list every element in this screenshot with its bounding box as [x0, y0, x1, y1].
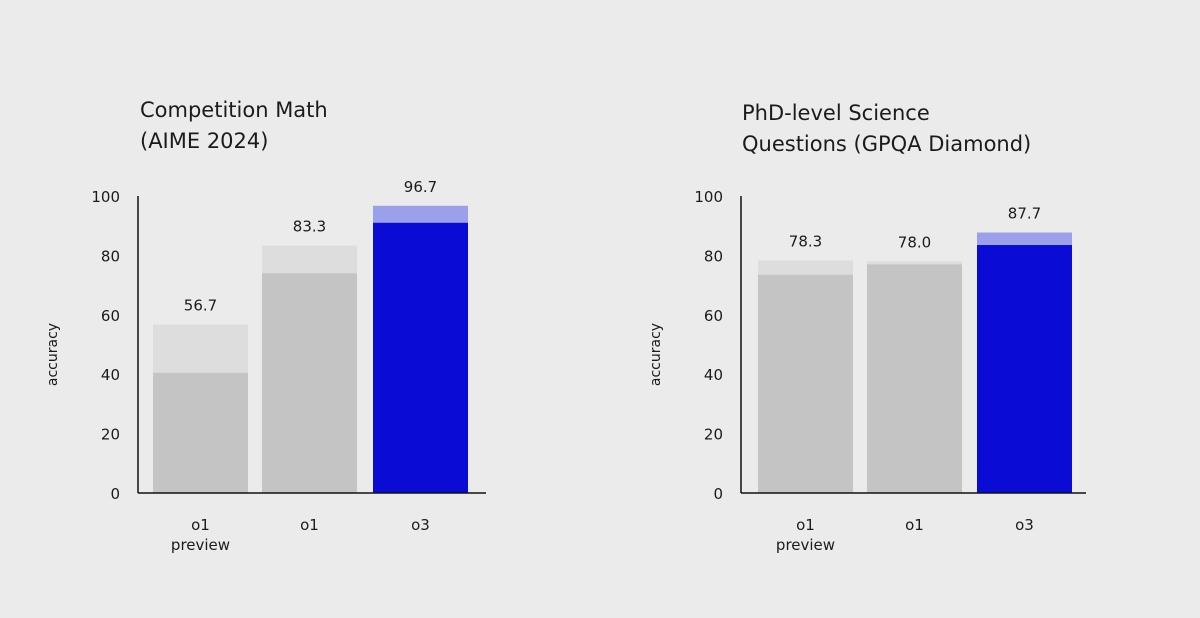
x-tick-label: o3 [1015, 516, 1034, 534]
y-tick-label: 20 [101, 426, 120, 444]
chart-title-competition-math: Competition Math (AIME 2024) [140, 95, 328, 157]
bar-segment-upper [373, 205, 468, 223]
x-tick-label: o1 [300, 516, 319, 534]
bar-value-label: 96.7 [404, 178, 437, 196]
x-tick-label: o1 [796, 516, 815, 534]
bar-chart-competition-math: 56.7 o1 preview 83.3 o1 96.7 o3 0 20 40 60 80 100 acc… [45, 178, 486, 554]
y-tick-label: 40 [704, 366, 723, 384]
chart-title-line: Competition Math [140, 98, 328, 122]
chart-title-phd-science: PhD-level Science Questions (GPQA Diamon… [742, 98, 1031, 160]
y-tick-label: 80 [704, 247, 723, 265]
y-tick-label: 60 [704, 307, 723, 325]
x-tick-label: o1 [905, 516, 924, 534]
y-tick-label: 0 [713, 485, 723, 503]
bar-segment-upper [867, 261, 962, 265]
y-tick-label: 60 [101, 307, 120, 325]
y-axis-label: accuracy [45, 323, 61, 386]
x-tick-label: preview [171, 536, 230, 554]
bar-chart-phd-science: 78.3 o1 preview 78.0 o1 87.7 o3 0 20 40 60 80 100 acc… [648, 188, 1086, 554]
chart-title-line: PhD-level Science [742, 101, 930, 125]
y-tick-label: 20 [704, 426, 723, 444]
bar [758, 274, 853, 493]
bar [373, 222, 468, 494]
y-tick-label: 40 [101, 366, 120, 384]
bar-value-label: 78.0 [898, 233, 931, 251]
bar-value-label: 78.3 [789, 232, 822, 250]
bar [153, 372, 248, 493]
bar-value-label: 83.3 [293, 218, 326, 236]
y-axis-label: accuracy [648, 323, 664, 386]
bar-segment-upper [153, 324, 248, 373]
x-tick-label: o1 [191, 516, 210, 534]
chart-title-line: Questions (GPQA Diamond) [742, 132, 1032, 156]
bar-value-label: 87.7 [1008, 205, 1041, 223]
x-tick-label: o3 [411, 516, 430, 534]
y-tick-label: 80 [101, 247, 120, 265]
bar [867, 264, 962, 493]
y-tick-label: 0 [110, 485, 120, 503]
bar-value-label: 56.7 [184, 297, 217, 315]
bar-segment-upper [758, 260, 853, 275]
bar [262, 273, 357, 493]
y-tick-label: 100 [694, 188, 723, 206]
bar-segment-upper [977, 232, 1072, 246]
bar-segment-upper [262, 245, 357, 274]
y-tick-label: 100 [91, 188, 120, 206]
chart-title-line: (AIME 2024) [140, 129, 269, 153]
bar [977, 245, 1072, 493]
x-tick-label: preview [776, 536, 835, 554]
